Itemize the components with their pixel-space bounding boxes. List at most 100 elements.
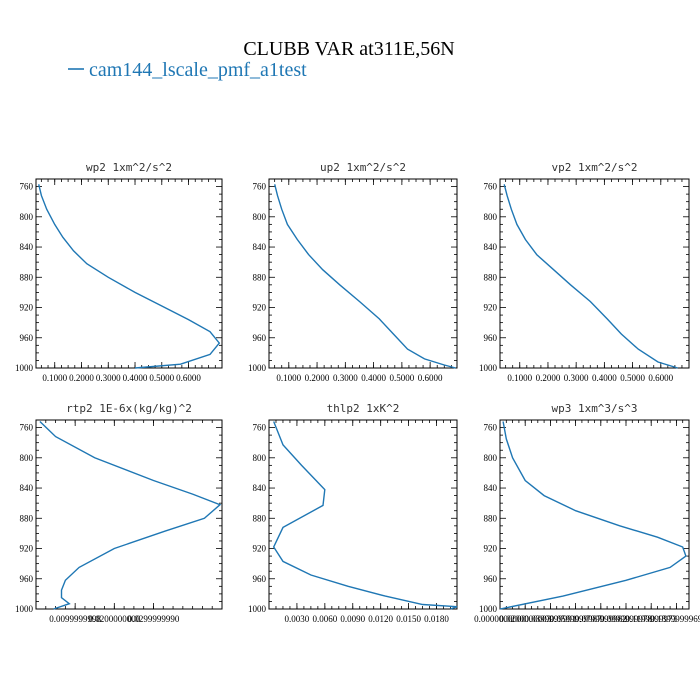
x-tick-label: 0.1199999973 [625,614,677,624]
x-tick-label: 0.4000 [361,373,386,383]
y-tick-label: 880 [484,272,498,282]
y-tick-label: 1000 [479,604,498,614]
x-tick-label: 0.3000 [333,373,358,383]
panel-title: thlp2 1xK^2 [327,402,400,415]
y-tick-label: 920 [253,544,267,554]
y-tick-label: 960 [484,333,498,343]
x-tick-label: 0.5000 [389,373,414,383]
panel-title: vp2 1xm^2/s^2 [551,161,637,174]
axes-frame [268,419,458,610]
y-tick-label: 840 [484,242,498,252]
y-tick-label: 1000 [248,363,267,373]
y-tick-label: 960 [484,574,498,584]
x-tick-label: 0.0099999998 [49,614,101,624]
y-tick-label: 920 [484,544,498,554]
series-line [272,421,458,610]
y-tick-label: 800 [484,212,498,222]
y-tick-label: 800 [20,212,34,222]
x-tick-label: 0.0120 [368,614,393,624]
x-tick-label: 0.0150 [396,614,421,624]
y-tick-label: 880 [20,513,34,523]
y-tick-label: 1000 [479,363,498,373]
panel-3: vp2 1xm^2/s^2 760 800 840 880 920 960 1000 0.100… [479,161,690,383]
axes-frame [499,178,690,369]
y-tick-label: 960 [253,574,267,584]
x-tick-label: 0.0299999990 [128,614,180,624]
y-tick-label: 800 [484,453,498,463]
x-tick-label: 0.6000 [176,373,201,383]
y-tick-label: 1000 [15,604,34,614]
axes-frame [35,178,223,369]
series-line [503,184,678,369]
panels-grid: wp2 1xm^2/s^2 760 800 840 880 920 960 1000 0.100… [15,161,700,624]
x-tick-label: 0.5000 [149,373,174,383]
y-tick-label: 920 [484,303,498,313]
x-tick-label: 0.1000 [507,373,532,383]
x-tick-label: 0.4000 [592,373,617,383]
x-tick-label: 0.0999999978 [600,614,652,624]
y-tick-label: 760 [484,182,498,192]
y-tick-label: 840 [20,242,34,252]
series-line [38,184,221,369]
x-tick-label: 0.0200000003 [499,614,551,624]
y-tick-label: 960 [253,333,267,343]
y-tick-label: 840 [484,483,498,493]
panel-title: wp2 1xm^2/s^2 [86,161,172,174]
y-tick-label: 760 [253,423,267,433]
y-tick-label: 760 [20,423,34,433]
axes-frame [268,178,458,369]
y-tick-label: 880 [253,272,267,282]
x-tick-label: 0.0030 [285,614,310,624]
y-tick-label: 840 [253,483,267,493]
y-tick-label: 760 [484,423,498,433]
y-tick-label: 840 [253,242,267,252]
panel-title: up2 1xm^2/s^2 [320,161,406,174]
panel-4: rtp2 1E-6x(kg/kg)^2 760 800 840 880 920 960 100… [15,402,223,624]
x-tick-label: 0.1399999969 [651,614,700,624]
x-tick-label: 0.0200000000 [88,614,140,624]
y-tick-label: 880 [253,513,267,523]
x-tick-label: 0.4000 [123,373,148,383]
x-tick-label: 0.0599999987 [550,614,602,624]
x-tick-label: 0.3000 [564,373,589,383]
axes-frame [35,419,223,610]
x-tick-label: 0.3000 [96,373,121,383]
x-tick-label: 0.2000 [536,373,561,383]
y-tick-label: 760 [20,182,34,192]
y-tick-label: 800 [253,212,267,222]
y-tick-label: 920 [20,544,34,554]
series-line [39,420,222,610]
y-tick-label: 800 [253,453,267,463]
series-line [274,184,456,369]
x-tick-label: 0.0000000000 [474,614,526,624]
axes-frame [499,419,690,610]
y-tick-label: 800 [20,453,34,463]
x-tick-label: 0.0060 [312,614,337,624]
panel-title: wp3 1xm^3/s^3 [551,402,637,415]
y-tick-label: 920 [20,303,34,313]
y-tick-label: 760 [253,182,267,192]
panel-1: wp2 1xm^2/s^2 760 800 840 880 920 960 1000 0.100… [15,161,223,383]
legend-label: cam144_lscale_pmf_a1test [89,59,307,81]
y-tick-label: 1000 [248,604,267,614]
panel-2: up2 1xm^2/s^2 760 800 840 880 920 960 1000 0.100… [248,161,458,383]
y-tick-label: 960 [20,574,34,584]
x-tick-label: 0.2000 [69,373,94,383]
x-tick-label: 0.0180 [424,614,449,624]
series-line [499,421,687,610]
panel-6: wp3 1xm^3/s^3 760 800 840 880 920 960 10000.000… [474,402,700,624]
y-tick-label: 840 [20,483,34,493]
x-tick-label: 0.1000 [276,373,301,383]
y-tick-label: 1000 [15,363,34,373]
figure-title: CLUBB VAR at311E,56N [243,38,454,60]
panel-title: rtp2 1E-6x(kg/kg)^2 [66,402,192,415]
x-tick-label: 0.6000 [418,373,443,383]
x-tick-label: 0.5000 [620,373,645,383]
x-tick-label: 0.0090 [340,614,365,624]
x-tick-label: 0.2000 [305,373,330,383]
y-tick-label: 960 [20,333,34,343]
y-tick-label: 880 [484,513,498,523]
x-tick-label: 0.0799999982 [575,614,627,624]
